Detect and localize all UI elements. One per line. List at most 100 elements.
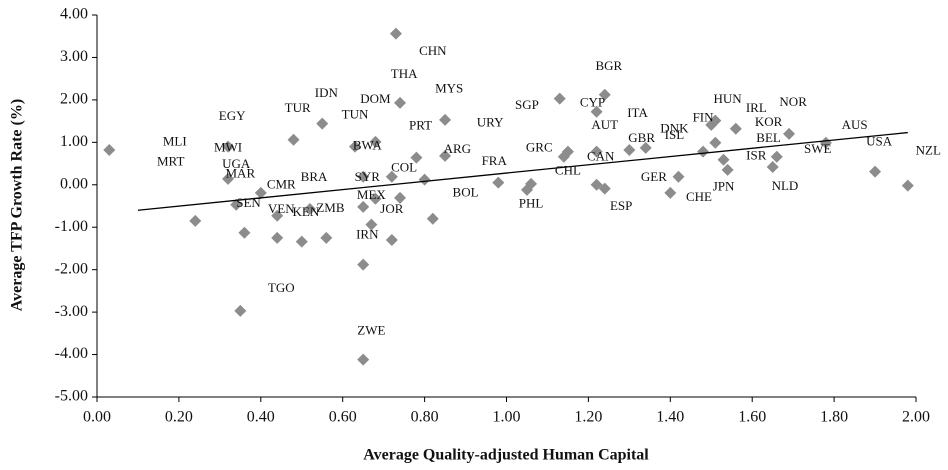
scatter-point	[766, 160, 779, 173]
scatter-point	[222, 140, 235, 153]
x-tick-label: 0.80	[411, 409, 439, 426]
point-label: NLD	[772, 178, 799, 193]
point-label: ISR	[746, 148, 767, 163]
point-label: HUN	[714, 91, 743, 106]
point-label: CMR	[267, 177, 296, 192]
point-label: KEN	[292, 204, 319, 219]
point-label: NOR	[779, 94, 807, 109]
trend-line	[137, 131, 908, 211]
x-tick-label: 0.40	[247, 409, 275, 426]
point-label: PHL	[519, 196, 544, 211]
scatter-point	[664, 186, 677, 199]
scatter-point	[369, 192, 382, 205]
point-label: TGO	[268, 280, 295, 295]
point-label: VEN	[268, 201, 295, 216]
scatter-point	[410, 151, 423, 164]
scatter-point	[385, 170, 398, 183]
point-label: IRN	[356, 227, 379, 242]
point-label: MWI	[214, 140, 242, 155]
point-label: ARG	[444, 141, 471, 156]
scatter-point	[869, 165, 882, 178]
scatter-point	[295, 235, 308, 248]
point-label: IDN	[315, 85, 339, 100]
point-label: KOR	[755, 114, 783, 129]
scatter-point	[303, 202, 316, 215]
scatter-point	[709, 136, 722, 149]
scatter-point	[729, 122, 742, 135]
scatter-point	[394, 96, 407, 109]
point-label: ZWE	[357, 323, 385, 338]
scatter-point	[426, 212, 439, 225]
scatter-point	[418, 173, 431, 186]
point-label: TUR	[285, 100, 311, 115]
point-label: CYP	[580, 95, 605, 110]
scatter-point	[365, 218, 378, 231]
point-label: BOL	[453, 185, 479, 200]
scatter-point	[254, 186, 267, 199]
scatter-point	[623, 143, 636, 156]
x-tick-label: 0.60	[329, 409, 357, 426]
y-tick-label: 0.00	[60, 175, 88, 192]
scatter-point	[394, 191, 407, 204]
scatter-point	[357, 200, 370, 213]
y-tick-label: 1.00	[60, 133, 88, 150]
point-label: CHE	[686, 189, 712, 204]
point-label: MEX	[357, 187, 387, 202]
point-label: MAR	[226, 166, 256, 181]
point-label: CAN	[587, 149, 615, 164]
y-tick-label: -3.00	[55, 303, 88, 320]
scatter-point	[672, 170, 685, 183]
scatter-point	[439, 149, 452, 162]
x-axis-title: Average Quality-adjusted Human Capital	[363, 447, 649, 464]
point-label: TUN	[342, 107, 369, 122]
point-label: USA	[866, 134, 893, 149]
point-label: CHL	[555, 163, 581, 178]
point-label: ZMB	[316, 200, 345, 215]
y-tick-label: -5.00	[55, 388, 88, 405]
point-label: DOM	[360, 91, 391, 106]
point-label: URY	[477, 115, 504, 130]
scatter-point	[222, 172, 235, 185]
scatter-point	[590, 178, 603, 191]
scatter-point	[348, 140, 361, 153]
scatter-point	[709, 114, 722, 127]
scatter-point	[389, 27, 402, 40]
scatter-point	[492, 176, 505, 189]
point-label: GRC	[526, 140, 553, 155]
scatter-point	[783, 127, 796, 140]
scatter-point	[234, 304, 247, 317]
point-label: MRT	[157, 154, 184, 169]
scatter-point	[316, 117, 329, 130]
scatter-point	[901, 179, 914, 192]
point-label: BEL	[756, 130, 781, 145]
point-label: MLI	[163, 134, 187, 149]
scatter-point	[561, 145, 574, 158]
y-tick-label: -1.00	[55, 218, 88, 235]
scatter-point	[697, 145, 710, 158]
point-label: ITA	[627, 105, 648, 120]
scatter-point	[271, 209, 284, 222]
scatter-point	[553, 92, 566, 105]
scatter-point	[590, 145, 603, 158]
scatter-point	[230, 198, 243, 211]
scatter-point	[357, 353, 370, 366]
point-label: PRT	[409, 118, 432, 133]
point-label: BWA	[353, 138, 383, 153]
scatter-point	[721, 163, 734, 176]
point-label: SGP	[515, 97, 539, 112]
point-label: GER	[641, 169, 667, 184]
scatter-point	[238, 226, 251, 239]
point-label: ISL	[665, 127, 685, 142]
scatter-point	[369, 135, 382, 148]
point-label: UGA	[222, 156, 251, 171]
point-label: FRA	[482, 153, 508, 168]
scatter-point	[770, 150, 783, 163]
scatter-point	[357, 258, 370, 271]
point-label: IRL	[746, 100, 767, 115]
scatter-point	[717, 153, 730, 166]
scatter-point	[590, 105, 603, 118]
scatter-point	[639, 141, 652, 154]
x-tick-label: 0.00	[83, 409, 111, 426]
y-axis-title: Average TFP Growth Rate (%)	[9, 99, 26, 311]
